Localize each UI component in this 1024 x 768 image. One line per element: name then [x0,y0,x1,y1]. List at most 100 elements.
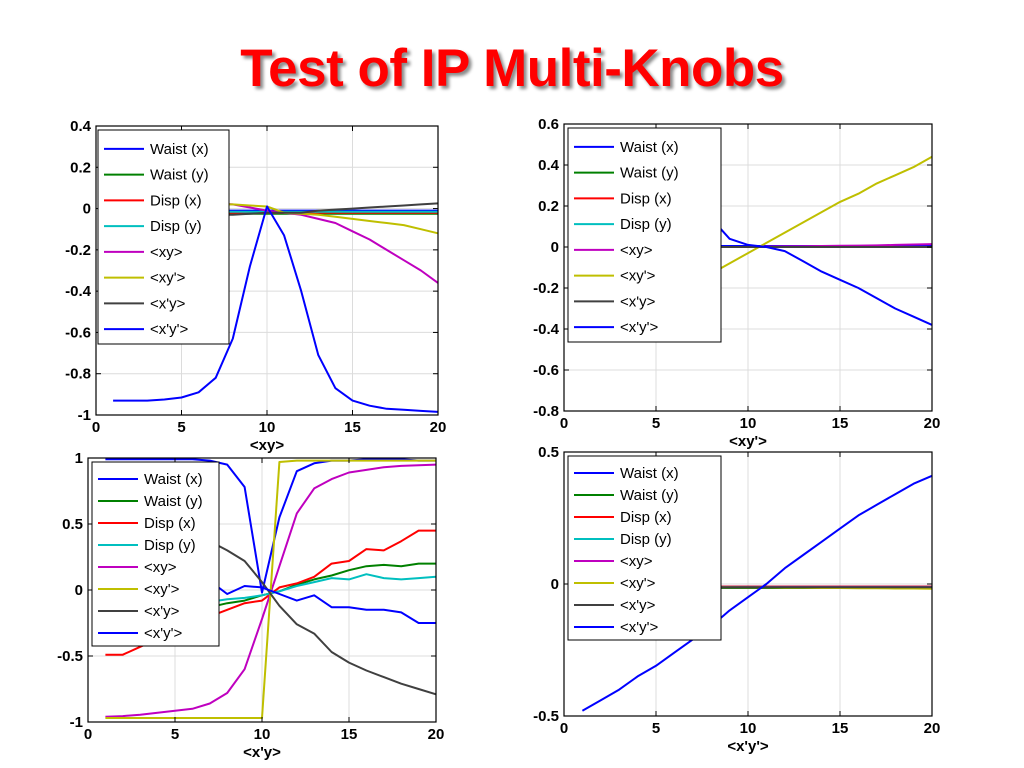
legend-entry-2: Waist (y) [620,165,679,182]
x-tick-label: 15 [832,720,849,737]
legend-entry-3: Disp (x) [150,192,202,209]
legend-entry-3: Disp (x) [620,509,672,526]
legend-entry-5: <xy> [620,553,653,570]
legend-box [97,129,230,345]
y-tick-label: 0 [83,201,91,218]
legend-entry-2: Waist (y) [620,487,679,504]
chart-xy-prime: 0 5 10 15 20 -0.8 -0.6 -0.4 -0.2 0 0.2 0.4 0.6 <xy'> W… [512,114,1024,450]
chart-svg: 0 5 10 15 20-1-0.8-0.6-0.4-0.200.20.4<xy>Wai… [65,118,446,454]
x-tick-label: 10 [740,415,757,432]
legend-entry-1: Waist (x) [144,471,203,488]
y-tick-label: -0.2 [533,280,559,297]
x-tick-label: 10 [740,720,757,737]
x-tick-label: 0 [560,720,568,737]
x-axis-label: <x'y'> [727,738,769,755]
chart-x-prime-y: 0 5 10 15 20 -1 -0.5 0 0.5 1 <x'y> Waist (x) Waist (… [0,446,512,768]
legend-entry-7: <x'y> [150,295,186,312]
x-axis-label: <x'y> [243,744,281,761]
legend-box [91,461,220,647]
legend-entry-8: <x'y'> [620,619,658,636]
legend-entry-6: <xy'> [620,575,656,592]
x-axis-label: <xy'> [729,433,767,450]
legend-entry-7: <x'y> [144,603,180,620]
chart-svg: 0 5 10 15 20-1-0.500.51<x'y>Waist (x)Waist (… [57,450,444,761]
legend-entry-5: <xy> [620,242,653,259]
chart-svg: 0 5 10 15 20-0.500.5<x'y'>Waist (x)Waist (y)… [533,444,940,755]
legend-entry-1: Waist (x) [620,465,679,482]
legend: Waist (x) Waist (y) Disp (x) Disp (y) <xy> <x… [91,461,220,647]
x-tick-label: 0 [84,726,92,743]
x-tick-label: 20 [428,726,445,743]
x-tick-label: 5 [652,415,660,432]
legend-entry-7: <x'y> [620,597,656,614]
legend-entry-6: <xy'> [150,270,186,287]
y-tick-label: -0.4 [533,321,560,338]
y-tick-label: 0.4 [70,118,92,135]
ticks: 0 5 10 15 20 -1 -0.8 -0.6 -0.4 -0.2 0 0.2 0.4 [65,118,446,436]
legend-entry-6: <xy'> [144,581,180,598]
legend-entry-2: Waist (y) [144,493,203,510]
legend-entry-4: Disp (y) [620,216,672,233]
y-tick-label: 0.5 [538,444,559,461]
chart-x-prime-y-prime: 0 5 10 15 20 -0.5 0 0.5 <x'y'> Waist (x) Waist (y)… [512,444,1024,768]
x-tick-label: 20 [924,720,941,737]
y-tick-label: -0.5 [533,708,559,725]
legend-entry-1: Waist (x) [620,139,679,156]
legend-entry-8: <x'y'> [620,319,658,336]
legend-entry-6: <xy'> [620,268,656,285]
y-tick-label: 1 [75,450,83,467]
slide-title: Test of IP Multi-Knobs [240,39,784,98]
y-tick-label: -1 [70,714,83,731]
x-tick-label: 20 [430,419,447,436]
legend: Waist (x) Waist (y) Disp (x) Disp (y) <xy> <x… [567,455,722,641]
legend-entry-8: <x'y'> [150,321,188,338]
y-tick-label: -0.4 [65,283,92,300]
series-line-1 [105,458,436,594]
ticks: 0 5 10 15 20 -0.8 -0.6 -0.4 -0.2 0 0.2 0.4 0.6 [533,116,940,432]
y-tick-label: 0 [551,239,559,256]
legend-box [567,127,722,343]
chart-xy: 0 5 10 15 20 -1 -0.8 -0.6 -0.4 -0.2 0 0.2 0.4 <xy> Wai… [0,114,512,454]
x-tick-label: 15 [344,419,361,436]
ticks: 0 5 10 15 20-0.500.5 [533,444,940,737]
y-tick-label: -0.8 [533,403,559,420]
legend-box [567,455,722,641]
legend: Waist (x) Waist (y) Disp (x) Disp (y) <xy> <x… [97,129,230,345]
x-tick-label: 0 [92,419,100,436]
y-tick-label: 0.5 [62,516,83,533]
legend-entry-5: <xy> [144,559,177,576]
x-tick-label: 10 [254,726,271,743]
series-line-8 [581,474,933,712]
y-tick-label: -0.6 [533,362,559,379]
legend-entry-4: Disp (y) [620,531,672,548]
y-tick-label: -0.5 [57,648,83,665]
legend-entry-7: <x'y> [620,293,656,310]
x-tick-label: 20 [924,415,941,432]
x-tick-label: 15 [832,415,849,432]
legend-entry-3: Disp (x) [620,190,672,207]
legend-entry-3: Disp (x) [144,515,196,532]
y-tick-label: 0.2 [70,159,91,176]
legend-entry-4: Disp (y) [144,537,196,554]
ticks: 0 5 10 15 20 -1 -0.5 0 0.5 1 [57,450,444,743]
y-tick-label: 0 [75,582,83,599]
legend-entry-4: Disp (y) [150,218,202,235]
x-tick-label: 10 [259,419,276,436]
x-tick-label: 15 [341,726,358,743]
legend-entry-1: Waist (x) [150,141,209,158]
x-tick-label: 0 [560,415,568,432]
x-tick-label: 5 [177,419,185,436]
y-tick-label: -0.6 [65,324,91,341]
y-tick-label: 0.4 [538,157,560,174]
chart-svg: 0 5 10 15 20-0.8-0.6-0.4-0.200.20.40.6<xy'>W… [533,116,940,450]
legend-entry-5: <xy> [150,244,183,261]
legend-entry-8: <x'y'> [144,625,182,642]
x-axis-label: <xy> [250,437,284,454]
y-tick-label: -0.2 [65,242,91,259]
series-line-8 [113,205,439,413]
x-tick-label: 5 [171,726,179,743]
legend: Waist (x) Waist (y) Disp (x) Disp (y) <xy> <x… [567,127,722,343]
y-tick-label: -0.8 [65,366,91,383]
y-tick-label: 0 [551,576,559,593]
x-tick-label: 5 [652,720,660,737]
